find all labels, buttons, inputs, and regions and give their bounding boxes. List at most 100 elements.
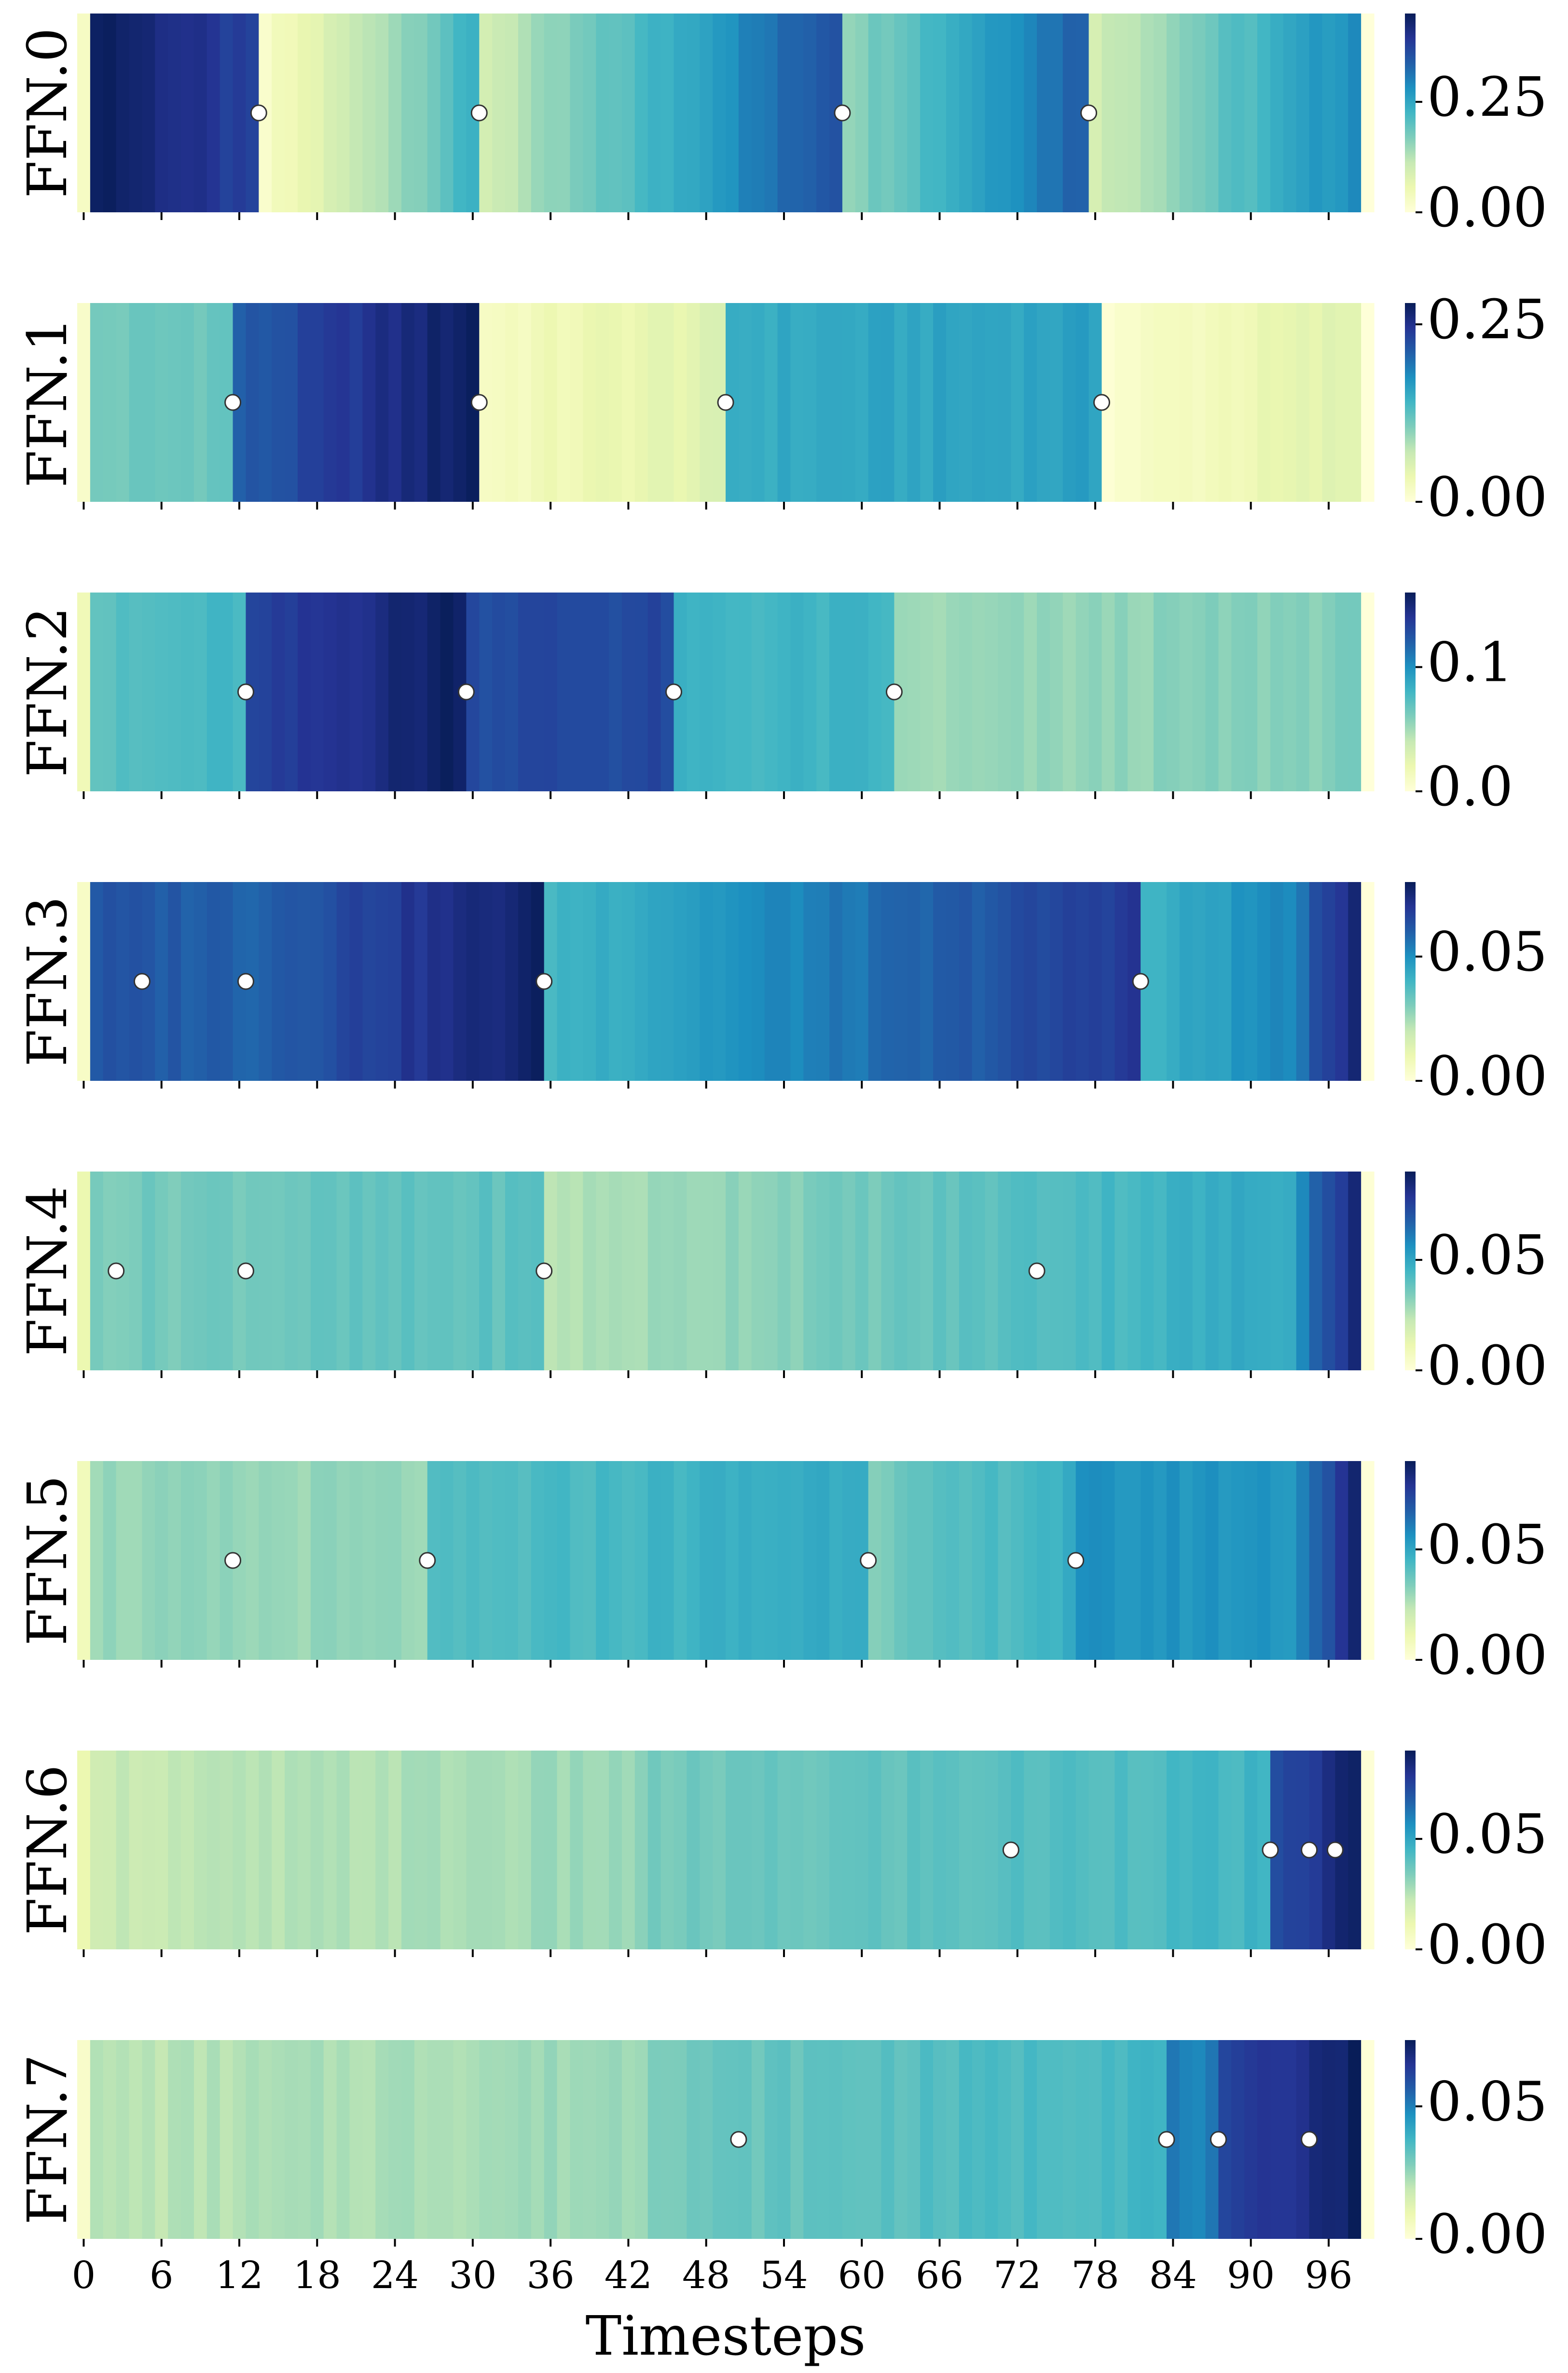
heatmap-cell xyxy=(570,1461,583,1660)
heatmap-cell xyxy=(142,1751,155,1949)
heatmap-cell xyxy=(764,593,778,791)
heatmap-cell xyxy=(1011,593,1024,791)
heatmap-cell xyxy=(193,593,207,791)
heatmap-cell xyxy=(803,882,817,1081)
colorbar-tick-label: 0.00 xyxy=(1427,177,1547,239)
heatmap-cell xyxy=(518,882,532,1081)
heatmap-cell xyxy=(142,303,155,502)
change-point-marker xyxy=(1262,1841,1279,1859)
heatmap-cell xyxy=(596,1461,609,1660)
heatmap-cell xyxy=(570,14,583,212)
heatmap-cell xyxy=(1296,1172,1310,1370)
heatmap-cell xyxy=(868,1172,882,1370)
heatmap-cell xyxy=(1179,2040,1193,2239)
heatmap-cell xyxy=(842,593,856,791)
heatmap-cell xyxy=(920,303,934,502)
heatmap-cell xyxy=(401,1751,415,1949)
heatmap-cell xyxy=(557,882,571,1081)
heatmap-cell xyxy=(1166,1751,1180,1949)
heatmap-cell xyxy=(764,303,778,502)
heatmap-cell xyxy=(323,14,337,212)
heatmap-cell xyxy=(310,1461,324,1660)
heatmap-cell xyxy=(790,1172,804,1370)
heatmap-cell xyxy=(933,1172,947,1370)
heatmap-cell xyxy=(687,882,700,1081)
heatmap-cell xyxy=(1128,14,1141,212)
heatmap-cell xyxy=(907,303,921,502)
heatmap-cell xyxy=(453,14,467,212)
heatmap-cell xyxy=(375,882,389,1081)
heatmap-cell xyxy=(1231,1751,1245,1949)
heatmap-cell xyxy=(1335,882,1348,1081)
heatmap-cell xyxy=(647,882,661,1081)
heatmap-cell xyxy=(920,1172,934,1370)
heatmap-cell xyxy=(1231,593,1245,791)
heatmap-cell xyxy=(1050,14,1063,212)
heatmap-cell xyxy=(1205,303,1219,502)
heatmap-cell xyxy=(842,303,856,502)
heatmap-cell xyxy=(700,882,713,1081)
heatmap-cell xyxy=(868,2040,882,2239)
heatmap-cell xyxy=(1179,1461,1193,1660)
heatmap-cell xyxy=(738,882,752,1081)
heatmap-cell xyxy=(946,593,960,791)
heatmap-cell xyxy=(1114,303,1128,502)
heatmap-cell xyxy=(1075,1172,1089,1370)
heatmap-cell xyxy=(1179,882,1193,1081)
heatmap-cell xyxy=(90,14,104,212)
heatmap-cell xyxy=(777,1172,791,1370)
change-point-marker xyxy=(470,394,488,411)
heatmap-cell xyxy=(492,1751,506,1949)
heatmap-cell xyxy=(1050,303,1063,502)
heatmap-cell xyxy=(881,1751,895,1949)
row-label: FFN.4 xyxy=(16,1186,79,1356)
heatmap-cell xyxy=(193,1751,207,1949)
heatmap-cell xyxy=(1050,2040,1063,2239)
heatmap-cell xyxy=(596,1751,609,1949)
heatmap-cell xyxy=(492,882,506,1081)
heatmap-cell xyxy=(803,1751,817,1949)
heatmap-cell xyxy=(596,593,609,791)
heatmap-cell xyxy=(246,1751,259,1949)
heatmap-cell xyxy=(1114,1751,1128,1949)
heatmap-cell xyxy=(803,14,817,212)
heatmap-cell xyxy=(1141,303,1154,502)
heatmap-cell xyxy=(1062,882,1076,1081)
heatmap-cell xyxy=(297,1751,311,1949)
heatmap-cell xyxy=(1309,14,1323,212)
heatmap-cell xyxy=(414,882,428,1081)
heatmap-cell xyxy=(1205,14,1219,212)
heatmap-cell xyxy=(647,303,661,502)
heatmap-cell xyxy=(362,303,376,502)
heatmap-cell xyxy=(959,1461,973,1660)
heatmap-cell xyxy=(764,882,778,1081)
heatmap-cell xyxy=(388,1172,402,1370)
heatmap-cell xyxy=(116,1751,130,1949)
heatmap-cell xyxy=(414,593,428,791)
heatmap-cell xyxy=(1101,882,1115,1081)
heatmap-cell xyxy=(466,1751,480,1949)
heatmap-cell xyxy=(557,593,571,791)
heatmap-cell xyxy=(1011,2040,1024,2239)
heatmap-cell xyxy=(285,303,298,502)
heatmap-cell xyxy=(634,303,648,502)
row-label: FFN.7 xyxy=(16,2054,79,2224)
heatmap-cell xyxy=(116,303,130,502)
heatmap-cell xyxy=(920,1751,934,1949)
heatmap-cell xyxy=(1205,593,1219,791)
heatmap-cell xyxy=(777,1751,791,1949)
heatmap-cell xyxy=(687,14,700,212)
heatmap-cell xyxy=(492,1461,506,1660)
x-tick-label: 24 xyxy=(371,2254,419,2297)
heatmap-cell xyxy=(1024,1461,1037,1660)
heatmap-cell xyxy=(297,1172,311,1370)
heatmap-cell xyxy=(1075,593,1089,791)
heatmap-cell xyxy=(1192,1751,1206,1949)
heatmap-cell xyxy=(1154,882,1167,1081)
colorbar-tick-label: 0.1 xyxy=(1427,632,1513,694)
heatmap-cell xyxy=(764,2040,778,2239)
heatmap-cell xyxy=(829,1751,843,1949)
x-axis: 0 6 12 18 24 30 36 42 48 54 60 66 72 78 84 90 96 xyxy=(72,2254,1353,2297)
colorbar-tick-label: 0.00 xyxy=(1427,1045,1547,1108)
heatmap-cell xyxy=(998,14,1011,212)
